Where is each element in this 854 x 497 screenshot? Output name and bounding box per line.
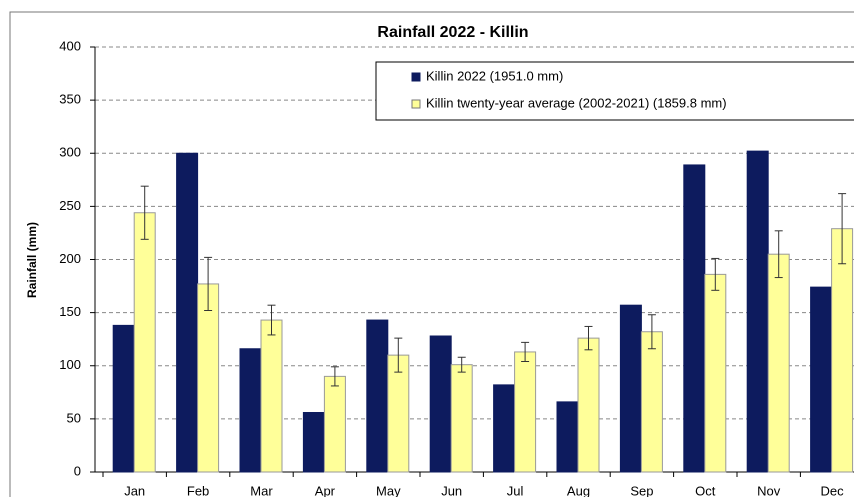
legend-swatch [411,72,421,82]
y-tick-label: 50 [67,410,81,425]
bar [429,335,452,473]
y-tick-label: 300 [59,145,81,160]
bar [133,212,156,473]
y-axis-label: Rainfall (mm) [25,222,39,298]
x-tick-label: Sep [630,483,653,497]
legend-box [375,61,854,121]
bar [366,319,389,473]
x-tick-label: Jul [507,483,524,497]
x-tick-label: Feb [187,483,209,497]
bar [683,164,706,473]
x-tick-label: Nov [757,483,781,497]
x-tick-label: Dec [821,483,845,497]
bar [302,412,325,473]
x-tick-label: Apr [315,483,336,497]
bar [239,348,262,473]
y-tick-label: 250 [59,198,81,213]
bar [387,354,410,473]
bar [323,375,346,473]
bar [577,337,600,473]
chart-title: Rainfall 2022 - Killin [377,24,528,41]
bar [704,273,727,473]
x-tick-label: Jan [124,483,145,497]
bar [493,384,516,473]
x-tick-label: Jun [441,483,462,497]
legend-label: Killin 2022 (1951.0 mm) [426,68,563,83]
bar [640,331,663,473]
bar [556,401,579,473]
bar [112,324,135,473]
y-tick-label: 200 [59,251,81,266]
y-tick-label: 150 [59,304,81,319]
bar [176,152,199,473]
bar [767,253,790,473]
bar [746,150,769,473]
legend-swatch [411,99,421,109]
bar [450,364,473,473]
x-tick-label: Mar [250,483,273,497]
y-tick-label: 0 [74,463,81,478]
legend-label: Killin twenty-year average (2002-2021) (… [426,95,727,110]
bar [810,286,833,473]
bar [260,319,283,473]
x-tick-label: May [376,483,401,497]
bar [197,283,220,473]
bar [831,228,854,473]
x-tick-label: Oct [695,483,716,497]
y-tick-label: 400 [59,38,81,53]
bar [619,304,642,473]
x-tick-label: Aug [567,483,590,497]
y-tick-label: 100 [59,357,81,372]
y-tick-label: 350 [59,92,81,107]
bar [514,351,537,473]
